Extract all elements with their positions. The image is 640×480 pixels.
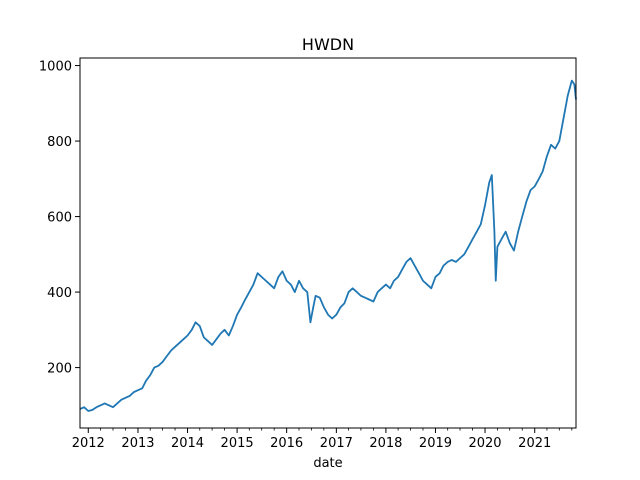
plot-frame (79, 57, 577, 429)
x-tick-label: 2015 (221, 436, 254, 451)
x-tick-label: 2017 (320, 436, 353, 451)
x-tick-label: 2012 (72, 436, 105, 451)
y-tick-label: 800 (47, 135, 72, 150)
y-tick-label: 200 (47, 362, 72, 377)
x-axis-ticks: 2012 2013 2014 2015 2016 2017 2018 2019 2020 2021 (72, 428, 573, 451)
chart-title: HWDN (302, 35, 354, 54)
y-axis-ticks: 200 400 600 800 1000 (39, 60, 80, 377)
y-tick-label: 600 (47, 211, 72, 226)
y-tick-label: 400 (47, 286, 72, 301)
x-tick-label: 2021 (518, 436, 551, 451)
x-tick-label: 2020 (468, 436, 501, 451)
x-tick-label: 2016 (270, 436, 303, 451)
x-tick-label: 2013 (121, 436, 154, 451)
x-axis-label: date (313, 456, 342, 471)
x-tick-label: 2019 (419, 436, 452, 451)
y-tick-label: 1000 (39, 60, 72, 75)
x-tick-label: 2018 (369, 436, 402, 451)
series-line (79, 79, 577, 412)
x-tick-label: 2014 (171, 436, 204, 451)
